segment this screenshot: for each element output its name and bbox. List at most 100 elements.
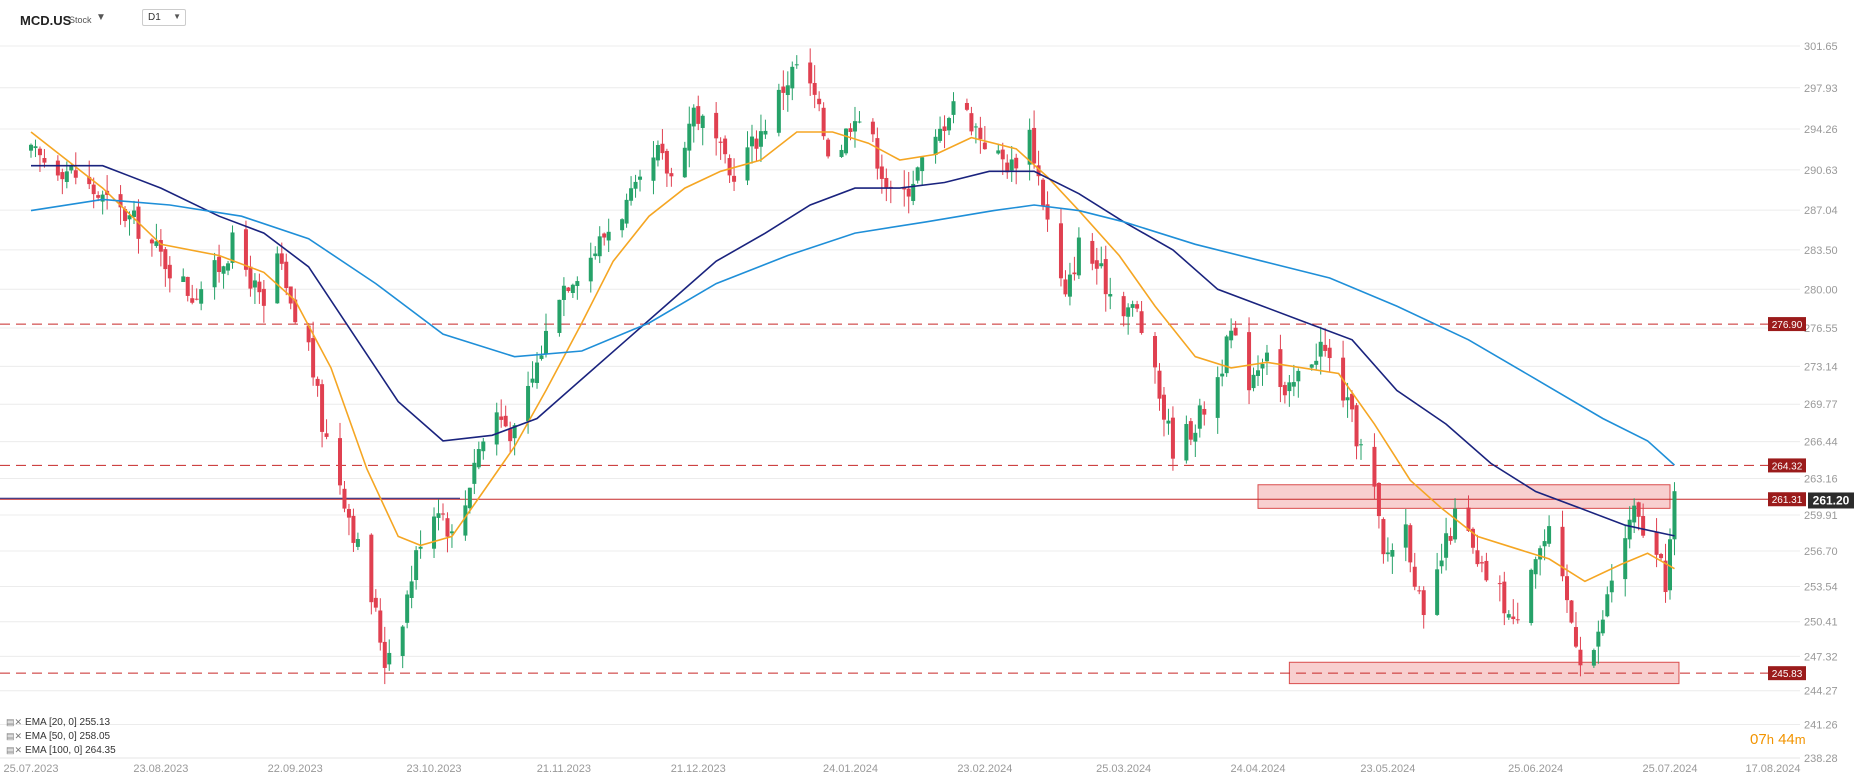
candle-up: [1668, 528, 1673, 600]
candle-body: [776, 89, 781, 133]
candle-down: [1565, 564, 1570, 613]
candle-down: [1233, 320, 1238, 336]
candle-down: [1157, 363, 1162, 411]
candle-body: [387, 652, 392, 665]
candle-up: [570, 283, 575, 298]
candle-body: [947, 118, 952, 131]
candle-up: [588, 242, 593, 293]
candle-body: [1027, 129, 1032, 165]
symbol-name[interactable]: MCD.US: [20, 13, 72, 28]
candle-body: [221, 266, 226, 274]
candle-body: [821, 107, 826, 137]
candle-up: [1533, 556, 1538, 589]
candle-down: [1161, 387, 1166, 437]
candle-body: [1282, 385, 1287, 396]
candle-body: [1005, 162, 1010, 173]
support-resistance-zones: [1257, 484, 1680, 685]
y-tick-label: 294.26: [1804, 124, 1838, 136]
candle-body: [1533, 559, 1538, 575]
candle-up: [1229, 318, 1234, 349]
candle-body: [1573, 627, 1578, 647]
candle-up: [857, 111, 862, 124]
candle-down: [1475, 534, 1480, 567]
candle-body: [400, 626, 405, 656]
candle-body: [306, 325, 311, 343]
candle-up: [476, 441, 481, 470]
candle-down: [440, 503, 445, 521]
candle-down: [248, 255, 253, 297]
candle-body: [355, 539, 360, 547]
candle-body: [1403, 524, 1408, 548]
candle-up: [633, 174, 638, 198]
candle-body: [324, 433, 329, 437]
indicator-settings-icon[interactable]: ▤✕: [6, 731, 23, 741]
candle-body: [790, 66, 795, 89]
y-tick-label: 253.54: [1804, 582, 1838, 594]
candle-down: [1202, 401, 1207, 426]
candle-body: [942, 126, 947, 132]
candle-body: [1220, 373, 1225, 377]
candle-body: [1170, 417, 1175, 459]
candle-body: [217, 256, 222, 273]
candle-up: [1596, 620, 1601, 664]
candle-up: [1538, 545, 1543, 576]
candle-body: [844, 128, 849, 154]
candle-body: [1417, 590, 1422, 592]
candle-body: [315, 378, 320, 386]
candle-body: [481, 441, 486, 452]
candle-body: [275, 253, 280, 304]
indicator-settings-icon[interactable]: ▤✕: [6, 745, 23, 755]
candles: [29, 48, 1677, 685]
candle-down: [942, 115, 947, 149]
candle-down: [1421, 586, 1426, 629]
candle-body: [1596, 631, 1601, 647]
symbol-dropdown-icon[interactable]: ▼: [96, 12, 106, 23]
candle-body: [1591, 650, 1596, 666]
candle-body: [1385, 552, 1390, 555]
candle-up: [1672, 482, 1677, 556]
candle-down: [1636, 501, 1641, 531]
legend-ema-50[interactable]: ▤✕ EMA [50, 0] 258.05: [6, 731, 110, 742]
candle-body: [749, 136, 754, 147]
candle-body: [476, 449, 481, 468]
x-tick-label: 25.03.2024: [1096, 763, 1151, 775]
candle-body: [543, 330, 548, 354]
candle-up: [543, 313, 548, 358]
candle-body: [1000, 149, 1005, 160]
candle-body: [1233, 327, 1238, 336]
legend-ema-100[interactable]: ▤✕ EMA [100, 0] 264.35: [6, 745, 116, 756]
candle-body: [185, 276, 190, 296]
legend-ema-20[interactable]: ▤✕ EMA [20, 0] 255.13: [6, 717, 110, 728]
candle-up: [463, 490, 468, 541]
candle-down: [754, 130, 759, 162]
candle-body: [1466, 507, 1471, 531]
candle-up: [530, 361, 535, 388]
candle-body: [1323, 344, 1328, 351]
candle-down: [311, 321, 316, 386]
candle-down: [293, 288, 298, 325]
candle-up: [852, 106, 857, 148]
timeframe-select[interactable]: D1 ▼: [142, 9, 186, 26]
candle-up: [181, 268, 186, 283]
candle-body: [1188, 421, 1193, 440]
candle-body: [1538, 548, 1543, 560]
countdown-hours-unit: h: [1766, 732, 1774, 747]
candle-body: [369, 534, 374, 603]
candle-body: [1278, 349, 1283, 388]
x-tick-label: 24.04.2024: [1230, 763, 1285, 775]
candle-body: [472, 462, 477, 484]
y-tick-label: 263.16: [1804, 473, 1838, 485]
candle-up: [154, 223, 159, 248]
level-tag: [1768, 458, 1806, 473]
legend-ema-20-label: EMA [20, 0] 255.13: [25, 717, 111, 728]
y-tick-label: 290.63: [1804, 165, 1838, 177]
candle-body: [664, 150, 669, 174]
candle-body: [535, 362, 540, 384]
candle-down: [337, 422, 342, 495]
candle-body: [37, 148, 42, 156]
indicator-settings-icon[interactable]: ▤✕: [6, 717, 23, 727]
candle-body: [409, 581, 414, 598]
candle-down: [369, 533, 374, 615]
candle-body: [906, 188, 911, 197]
